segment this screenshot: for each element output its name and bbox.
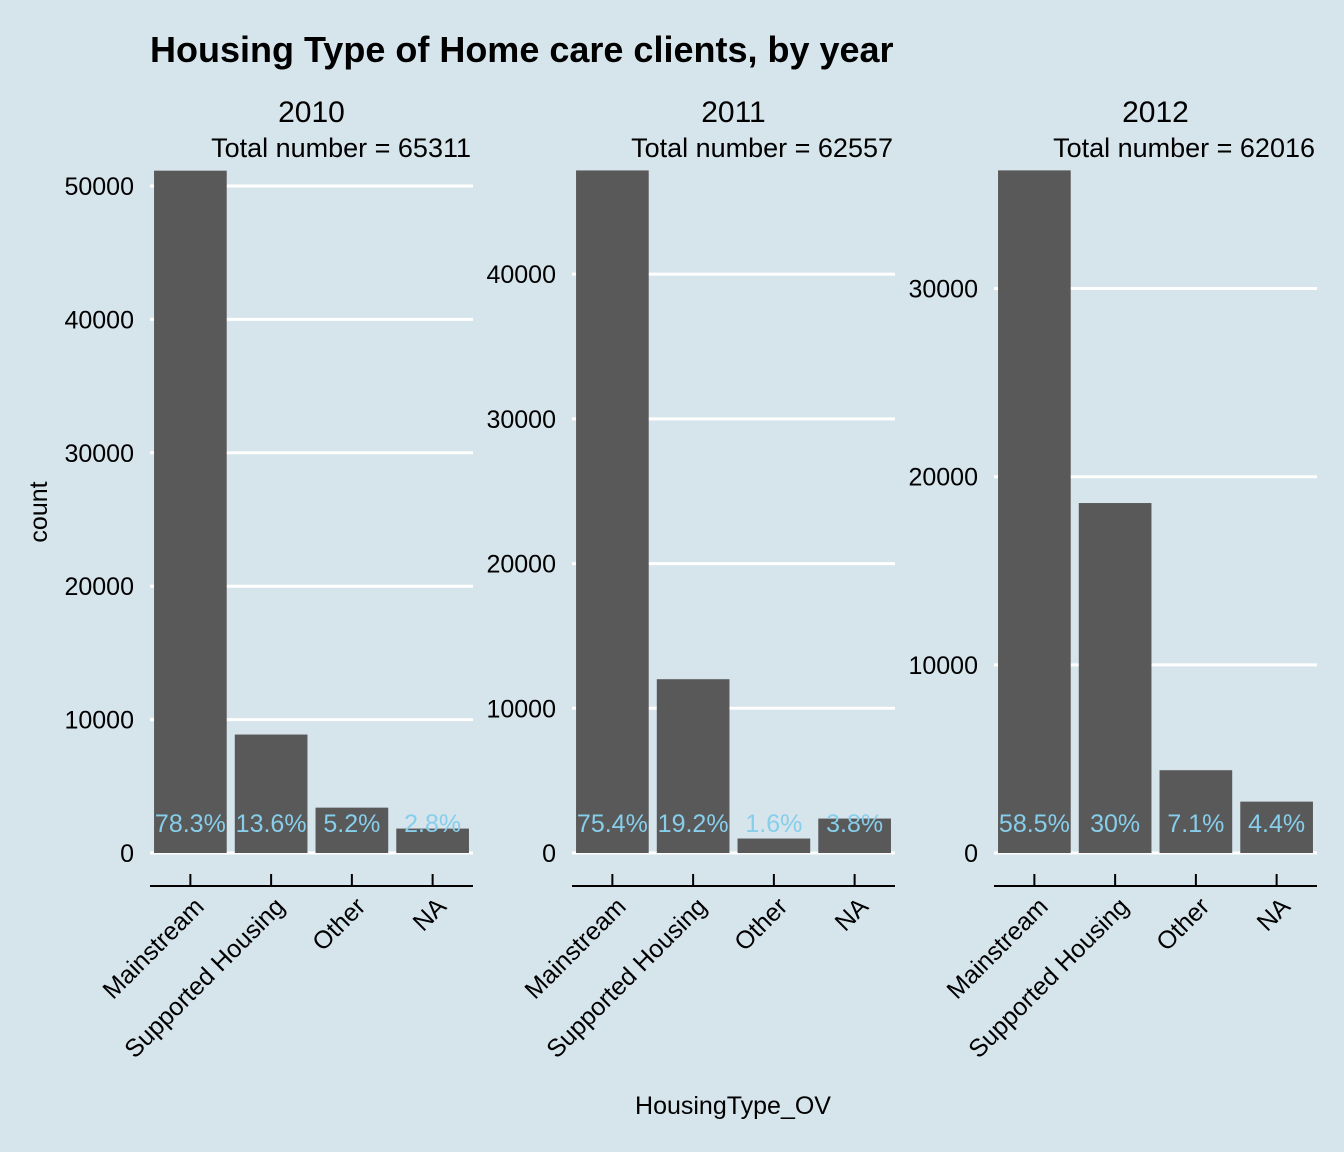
data-label: 13.6%	[236, 810, 307, 838]
data-label: 3.8%	[826, 810, 883, 838]
panel-title: 2011	[701, 96, 766, 129]
y-tick-label: 30000	[486, 406, 556, 434]
bar-na	[396, 828, 469, 853]
y-tick-label: 10000	[64, 707, 134, 735]
x-tick-label: Supported Housing	[963, 892, 1134, 1063]
y-tick-label: 20000	[908, 464, 978, 492]
bar-mainstream	[998, 170, 1071, 853]
y-tick-label: 20000	[64, 573, 134, 601]
x-tick-label: NA	[408, 892, 453, 937]
facet-panels: 78.3% 13.6% 5.2% 2.8% 0 10000 20000 30000 40000 5…	[64, 96, 1317, 1064]
bar-na	[818, 818, 891, 853]
data-label: 58.5%	[999, 810, 1070, 838]
panel-title: 2012	[1122, 96, 1189, 129]
y-tick-label: 0	[120, 840, 134, 868]
y-tick-label: 20000	[486, 551, 556, 579]
bar-other	[315, 807, 389, 853]
bar-na	[1240, 801, 1313, 853]
x-tick-label: NA	[1252, 892, 1297, 937]
y-tick-label: 50000	[64, 173, 134, 201]
panel-subtitle: Total number = 62557	[631, 133, 893, 163]
y-tick-label: 30000	[64, 440, 134, 468]
x-axis-title: HousingType_OV	[635, 1092, 831, 1120]
bar-other	[1159, 770, 1233, 853]
data-label: 7.1%	[1167, 810, 1224, 838]
panel-subtitle: Total number = 65311	[211, 133, 471, 163]
panel-title: 2010	[278, 96, 345, 129]
y-tick-label: 10000	[908, 652, 978, 680]
bar-supported-housing	[656, 679, 730, 853]
bar-supported-housing	[1078, 503, 1152, 853]
data-label: 1.6%	[745, 810, 802, 838]
bar-mainstream	[154, 170, 227, 853]
panel-2011: 75.4% 19.2% 1.6% 3.8%010000200003000040000M…	[486, 96, 895, 1064]
y-tick-label: 40000	[486, 261, 556, 289]
panel-2010: 78.3% 13.6% 5.2% 2.8% 0 10000 20000 30000 40000 5…	[64, 96, 473, 1064]
x-tick-label: Other	[1151, 892, 1215, 956]
panel-subtitle: Total number = 62016	[1053, 133, 1315, 163]
data-label: 30%	[1090, 810, 1140, 838]
data-label: 2.8%	[404, 810, 461, 838]
y-tick-label: 0	[964, 840, 978, 868]
y-axis-title: count	[25, 481, 53, 542]
data-label: 78.3%	[155, 810, 226, 838]
y-tick-label: 40000	[64, 306, 134, 334]
x-tick-label: Supported Housing	[541, 892, 712, 1063]
bar-supported-housing	[234, 734, 308, 853]
x-tick-label: NA	[830, 892, 875, 937]
data-label: 19.2%	[658, 810, 729, 838]
panel-2012: 58.5% 30% 7.1% 4.4%0100002000030000Mainstre…	[908, 96, 1317, 1064]
bar-other	[737, 838, 811, 853]
data-label: 75.4%	[577, 810, 648, 838]
y-tick-label: 30000	[908, 276, 978, 304]
data-label: 5.2%	[323, 810, 380, 838]
data-label: 4.4%	[1248, 810, 1305, 838]
y-tick-label: 10000	[486, 695, 556, 723]
y-tick-label: 0	[542, 840, 556, 868]
x-tick-label: Other	[729, 892, 793, 956]
x-tick-label: Other	[307, 892, 371, 956]
chart-title: Housing Type of Home care clients, by ye…	[150, 29, 894, 70]
bar-mainstream	[576, 170, 649, 854]
x-tick-label: Supported Housing	[119, 892, 290, 1063]
